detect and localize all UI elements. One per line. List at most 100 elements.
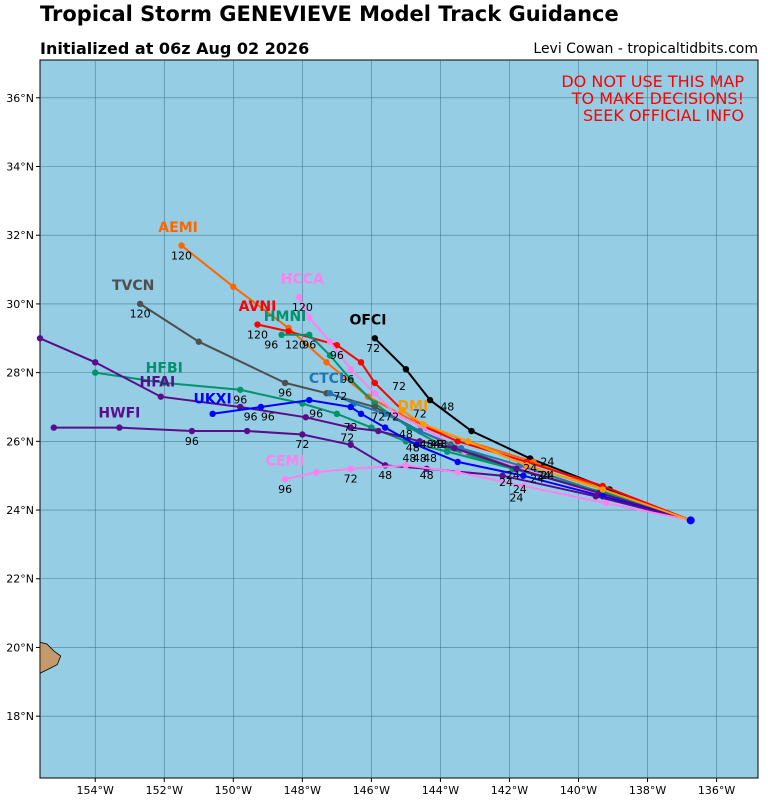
forecast-hour-label: 96 [244, 411, 258, 424]
lat-tick-label: 36°N [6, 92, 34, 105]
model-name-ofci: OFCI [349, 313, 386, 329]
model-name-avni: AVNI [239, 299, 277, 315]
track-point [306, 331, 313, 339]
forecast-hour-label: 120 [247, 328, 268, 341]
forecast-hour-label: 120 [171, 249, 192, 262]
track-hfai[interactable] [36, 335, 694, 524]
lat-tick-label: 30°N [6, 298, 34, 311]
track-point [451, 445, 458, 452]
forecast-hour-label: 72 [413, 407, 427, 420]
track-point [513, 465, 520, 473]
track-point [347, 441, 354, 448]
track-point [347, 403, 354, 411]
forecast-hour-label: 96 [278, 483, 292, 496]
forecast-hour-label: 72 [366, 342, 380, 355]
forecast-hour-label: 48 [378, 469, 392, 482]
track-point [464, 438, 472, 445]
forecast-hour-label: 48 [399, 428, 413, 441]
track-point [602, 499, 610, 507]
forecast-hour-label: 24 [506, 469, 520, 482]
disclaimer-line: DO NOT USE THIS MAP [561, 72, 744, 91]
track-point [92, 359, 99, 366]
track-point [50, 424, 58, 431]
forecast-hour-label: 72 [344, 473, 358, 486]
lon-tick-label: 140°W [560, 784, 597, 797]
track-point [302, 414, 309, 421]
map-title: Tropical Storm GENEVIEVE Model Track Gui… [40, 2, 619, 26]
model-name-hfbi: HFBI [146, 361, 183, 377]
model-name-aemi: AEMI [158, 220, 198, 236]
track-point [357, 359, 365, 366]
forecast-hour-label: 120 [292, 301, 313, 314]
track-line [39, 337, 691, 522]
lon-tick-label: 152°W [146, 784, 183, 797]
track-point [306, 396, 313, 404]
forecast-hour-label: 96 [302, 339, 316, 352]
track-point [357, 410, 365, 418]
track-point [375, 427, 382, 435]
initial-position-marker [686, 516, 695, 525]
lon-tick-label: 146°W [353, 784, 390, 797]
track-point [326, 338, 334, 345]
track-point [178, 242, 185, 249]
track-point [371, 403, 379, 411]
lat-tick-label: 34°N [6, 160, 34, 173]
forecast-hour-label: 96 [185, 435, 199, 448]
track-point [592, 493, 599, 500]
track-point [347, 424, 354, 431]
forecast-hour-label: 72 [333, 390, 347, 403]
forecast-hour-label: 48 [402, 452, 416, 465]
track-point [454, 458, 461, 466]
track-point [520, 472, 527, 479]
lon-tick-label: 144°W [422, 784, 459, 797]
lon-tick-label: 142°W [491, 784, 528, 797]
track-point [230, 283, 237, 290]
track-point [281, 379, 289, 387]
lon-tick-label: 150°W [215, 784, 252, 797]
track-point [413, 441, 420, 448]
big-island-hawaii [39, 641, 62, 674]
track-point [281, 475, 289, 483]
track-point [306, 314, 313, 321]
forecast-hour-label: 72 [295, 438, 309, 451]
forecast-hour-label: 72 [340, 431, 354, 444]
forecast-hour-label: 120 [285, 339, 306, 352]
track-point [402, 462, 410, 469]
track-point [92, 369, 99, 376]
track-point [381, 424, 389, 431]
axis-ticks: 154°W 152°W 150°W 148°W 146°W 144°W 142°W 140°W… [6, 92, 735, 797]
init-time: Initialized at 06z Aug 02 2026 [40, 39, 310, 58]
track-point [468, 427, 475, 435]
model-name-ukxi: UKXI [193, 392, 231, 408]
track-point [333, 341, 341, 349]
track-point [520, 482, 527, 490]
track-point [599, 486, 606, 493]
track-point [254, 321, 261, 328]
lat-tick-label: 26°N [6, 435, 34, 448]
track-point [278, 331, 285, 339]
model-name-tvcn: TVCN [112, 278, 154, 294]
track-point [257, 403, 265, 411]
track-point [237, 403, 244, 411]
track-line [284, 464, 691, 522]
track-point [136, 300, 144, 308]
forecast-hour-label: 48 [440, 400, 454, 413]
forecast-hour-label: 96 [278, 387, 292, 400]
track-point [371, 335, 379, 342]
forecast-hour-label: 24 [513, 483, 527, 496]
track-point [499, 472, 506, 479]
track-point [237, 386, 244, 393]
model-name-hmni: HMNI [264, 309, 307, 325]
forecast-hour-label: 96 [261, 411, 275, 424]
credit: Levi Cowan - tropicaltidbits.com [533, 41, 758, 57]
track-point [295, 293, 303, 301]
model-tracks [36, 242, 695, 525]
track-point [347, 465, 354, 473]
land-layer [39, 641, 62, 674]
track-point [36, 335, 44, 342]
lat-tick-label: 18°N [6, 710, 34, 723]
lat-tick-label: 32°N [6, 229, 34, 242]
track-line [401, 409, 692, 522]
